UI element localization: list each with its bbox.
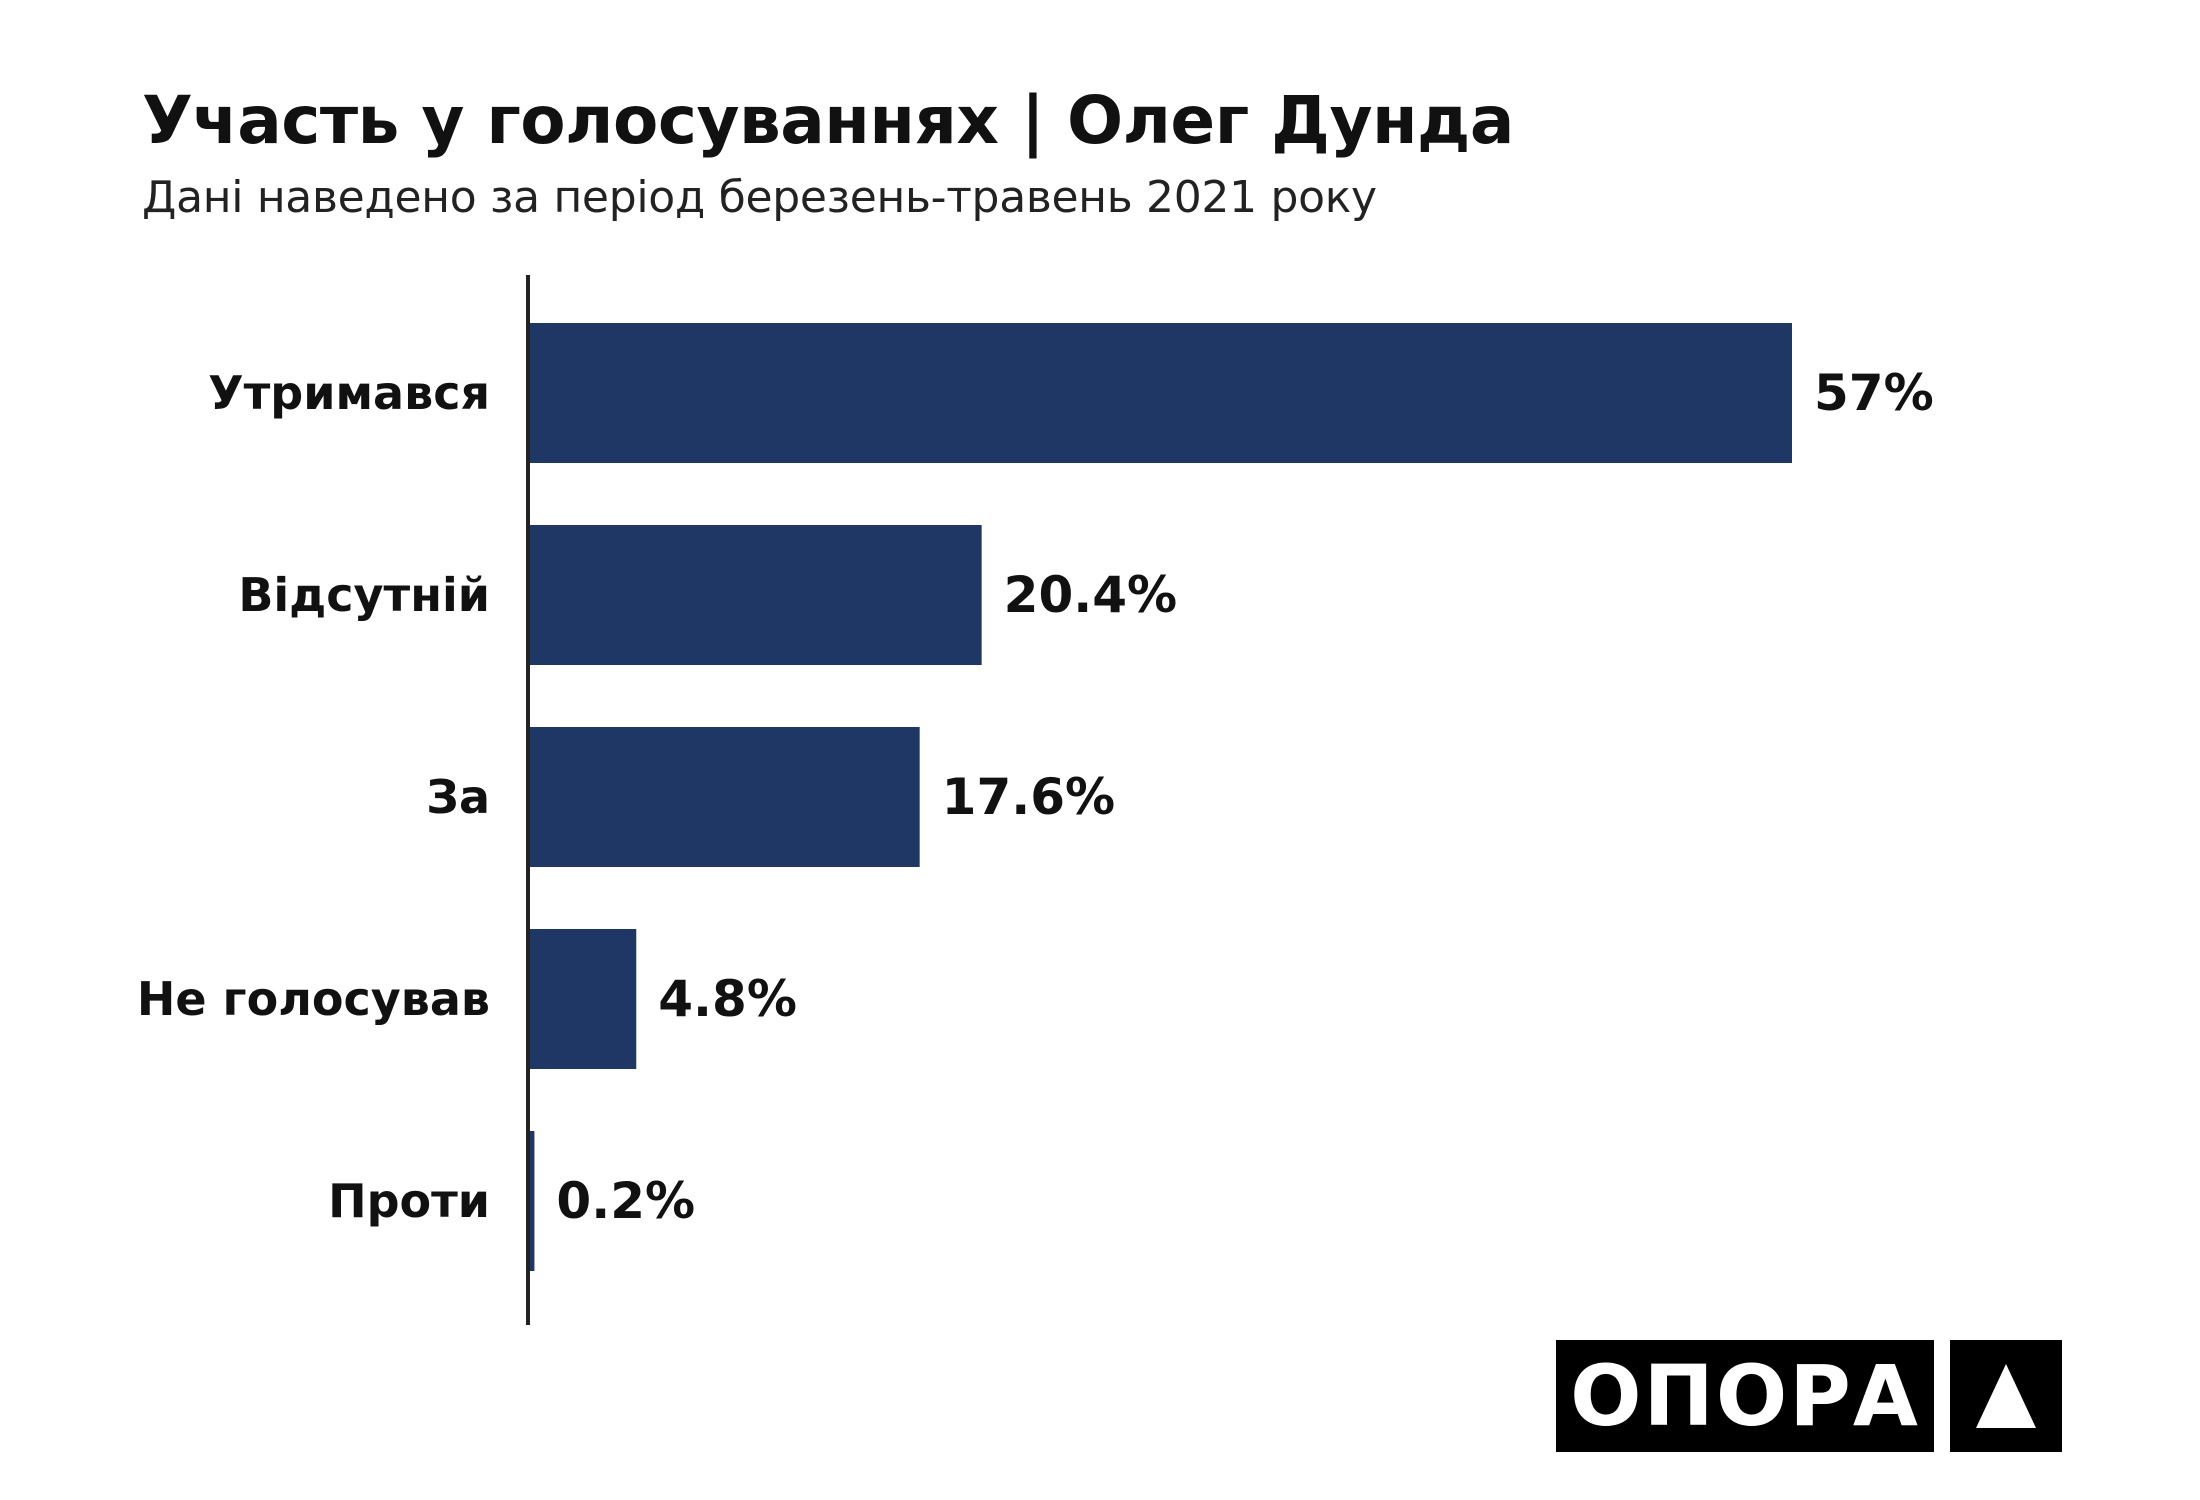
value-label-4: 0.2% [556,1172,695,1230]
category-label-2: За [426,770,490,824]
bar-chart: Утримався 57% Відсутній 20.4% За 17.6% Не голо… [137,275,1934,1325]
category-label-3: Не голосував [137,972,490,1026]
value-label-3: 4.8% [658,970,797,1028]
chart-title: Участь у голосуваннях | Олег Дунда [142,82,1514,159]
value-label-2: 17.6% [942,768,1115,826]
bar-4 [530,1131,535,1271]
bar-2 [530,727,920,867]
triangle-up-icon-glyph [1976,1364,2036,1428]
bar-0 [530,323,1792,463]
opora-logo: ОПОРА [1556,1340,1934,1452]
triangle-up-icon [1950,1340,2062,1452]
value-label-1: 20.4% [1004,566,1177,624]
category-label-1: Відсутній [238,568,490,622]
category-label-0: Утримався [208,366,490,420]
bar-1 [530,525,982,665]
value-label-0: 57% [1814,364,1934,422]
bar-3 [530,929,637,1069]
category-label-4: Проти [328,1174,490,1228]
opora-logo-text: ОПОРА [1570,1347,1920,1445]
chart-subtitle: Дані наведено за період березень-травень… [142,172,1377,223]
